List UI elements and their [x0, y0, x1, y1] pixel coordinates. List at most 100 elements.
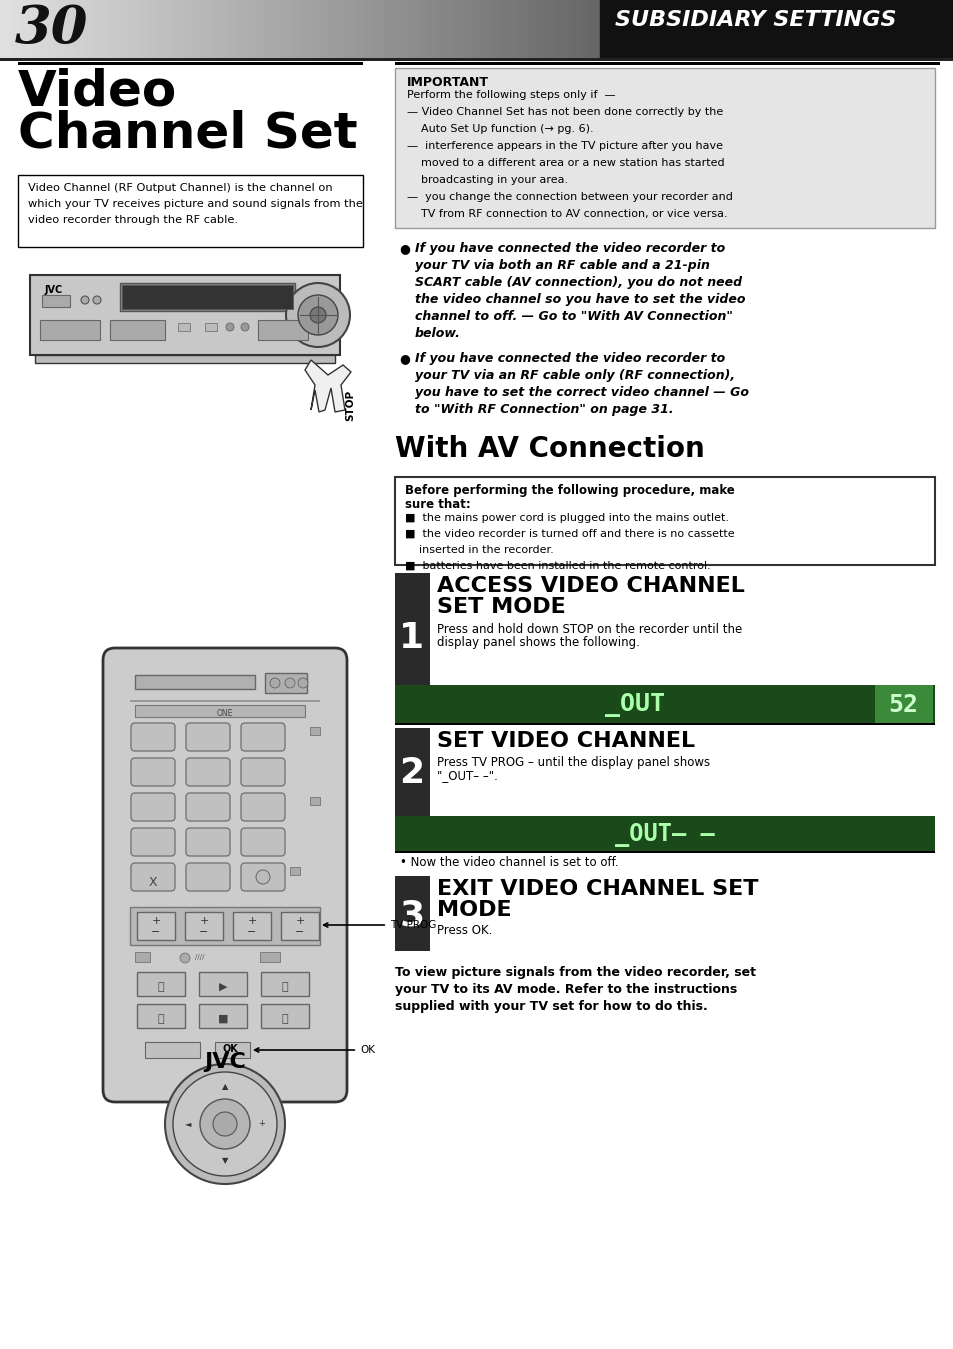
Text: OK: OK: [222, 1044, 237, 1054]
Text: SET VIDEO CHANNEL: SET VIDEO CHANNEL: [436, 731, 695, 751]
Text: video recorder through the RF cable.: video recorder through the RF cable.: [28, 214, 237, 225]
Circle shape: [297, 295, 337, 335]
Text: _OUT– –: _OUT– –: [615, 823, 714, 847]
Circle shape: [92, 295, 101, 304]
Text: ■  batteries have been installed in the remote control.: ■ batteries have been installed in the r…: [405, 561, 710, 571]
Bar: [395, 478, 934, 565]
Text: −: −: [247, 927, 256, 938]
Text: your TV via both an RF cable and a 21-pin: your TV via both an RF cable and a 21-pi…: [415, 259, 709, 272]
Text: channel to off. — Go to "With AV Connection": channel to off. — Go to "With AV Connect…: [415, 310, 732, 322]
FancyBboxPatch shape: [241, 723, 285, 751]
Text: IMPORTANT: IMPORTANT: [407, 76, 489, 89]
Text: your TV to its AV mode. Refer to the instructions: your TV to its AV mode. Refer to the ins…: [395, 983, 737, 996]
Text: To view picture signals from the video recorder, set: To view picture signals from the video r…: [395, 966, 755, 979]
Bar: [257, 320, 308, 340]
Circle shape: [297, 679, 308, 688]
Bar: [310, 797, 319, 805]
Bar: [35, 355, 335, 363]
Text: moved to a different area or a new station has started: moved to a different area or a new stati…: [407, 158, 724, 169]
Text: 1: 1: [399, 621, 424, 656]
Text: Video: Video: [18, 67, 177, 116]
Bar: [135, 674, 254, 689]
Text: Before performing the following procedure, make: Before performing the following procedur…: [405, 484, 734, 496]
Bar: [18, 175, 363, 247]
Text: • Now the video channel is set to off.: • Now the video channel is set to off.: [399, 857, 618, 869]
Text: ■: ■: [217, 1014, 228, 1024]
Text: Video Channel (RF Output Channel) is the channel on: Video Channel (RF Output Channel) is the…: [28, 183, 333, 193]
Bar: [281, 912, 318, 940]
Text: Press and hold down STOP on the recorder until the: Press and hold down STOP on the recorder…: [436, 623, 741, 635]
Text: If you have connected the video recorder to: If you have connected the video recorder…: [415, 352, 724, 366]
FancyBboxPatch shape: [241, 758, 285, 786]
FancyBboxPatch shape: [186, 828, 230, 857]
Text: inserted in the recorder.: inserted in the recorder.: [405, 545, 553, 554]
Text: +: +: [199, 916, 209, 925]
Polygon shape: [305, 360, 351, 411]
Text: ⏺: ⏺: [157, 1014, 164, 1024]
Text: SCART cable (AV connection), you do not need: SCART cable (AV connection), you do not …: [415, 277, 741, 289]
Bar: [137, 1004, 185, 1028]
Circle shape: [165, 1064, 285, 1184]
Bar: [395, 851, 934, 853]
Text: you have to set the correct video channel — Go: you have to set the correct video channe…: [415, 386, 748, 399]
Text: —  interference appears in the TV picture after you have: — interference appears in the TV picture…: [407, 142, 722, 151]
FancyBboxPatch shape: [131, 793, 174, 822]
Text: ●: ●: [398, 241, 410, 255]
Bar: [874, 685, 932, 723]
Text: If you have connected the video recorder to: If you have connected the video recorder…: [415, 241, 724, 255]
Circle shape: [285, 679, 294, 688]
Text: Auto Set Up function (→ pg. 6).: Auto Set Up function (→ pg. 6).: [407, 124, 593, 134]
Text: 3: 3: [399, 898, 424, 932]
Text: ////: ////: [194, 954, 204, 960]
Bar: [261, 973, 309, 996]
Text: X: X: [149, 876, 157, 889]
Text: _OUT: _OUT: [604, 693, 664, 718]
Text: MODE: MODE: [436, 900, 511, 920]
Circle shape: [255, 870, 270, 884]
Text: display panel shows the following.: display panel shows the following.: [436, 635, 639, 649]
FancyBboxPatch shape: [241, 828, 285, 857]
Bar: [178, 322, 190, 331]
Text: broadcasting in your area.: broadcasting in your area.: [407, 175, 568, 185]
Text: "_OUT– –".: "_OUT– –".: [436, 769, 497, 782]
FancyBboxPatch shape: [131, 828, 174, 857]
Bar: [137, 912, 174, 940]
Text: the video channel so you have to set the video: the video channel so you have to set the…: [415, 293, 744, 306]
Text: to "With RF Connection" on page 31.: to "With RF Connection" on page 31.: [415, 403, 673, 415]
FancyBboxPatch shape: [186, 758, 230, 786]
Bar: [214, 1041, 250, 1058]
FancyBboxPatch shape: [186, 793, 230, 822]
Circle shape: [297, 289, 314, 305]
Text: supplied with your TV set for how to do this.: supplied with your TV set for how to do …: [395, 1000, 707, 1013]
Circle shape: [310, 308, 326, 322]
Bar: [199, 1004, 247, 1028]
Text: +: +: [247, 916, 256, 925]
Circle shape: [172, 1072, 276, 1176]
Text: your TV via an RF cable only (RF connection),: your TV via an RF cable only (RF connect…: [415, 370, 735, 382]
Bar: [40, 320, 100, 340]
Text: ⏩: ⏩: [281, 982, 288, 992]
Bar: [0, 58, 953, 61]
Text: —  you change the connection between your recorder and: — you change the connection between your…: [407, 192, 732, 202]
Text: ◄: ◄: [185, 1120, 191, 1129]
Text: ONE: ONE: [216, 710, 233, 718]
Text: +: +: [258, 1120, 265, 1129]
Circle shape: [180, 952, 190, 963]
Bar: [18, 62, 363, 65]
Text: 30: 30: [15, 3, 89, 54]
Text: TV PROG: TV PROG: [323, 920, 436, 929]
Bar: [265, 673, 307, 693]
FancyBboxPatch shape: [241, 863, 285, 890]
Bar: [395, 876, 430, 951]
FancyBboxPatch shape: [131, 863, 174, 890]
Text: EXIT VIDEO CHANNEL SET: EXIT VIDEO CHANNEL SET: [436, 880, 758, 898]
FancyBboxPatch shape: [186, 723, 230, 751]
Bar: [130, 907, 319, 946]
Text: ACCESS VIDEO CHANNEL: ACCESS VIDEO CHANNEL: [436, 576, 744, 596]
Text: Press OK.: Press OK.: [436, 924, 492, 938]
Text: which your TV receives picture and sound signals from the: which your TV receives picture and sound…: [28, 200, 362, 209]
Text: Press TV PROG – until the display panel shows: Press TV PROG – until the display panel …: [436, 755, 709, 769]
Bar: [135, 952, 150, 962]
Bar: [120, 283, 294, 312]
Bar: [110, 320, 165, 340]
